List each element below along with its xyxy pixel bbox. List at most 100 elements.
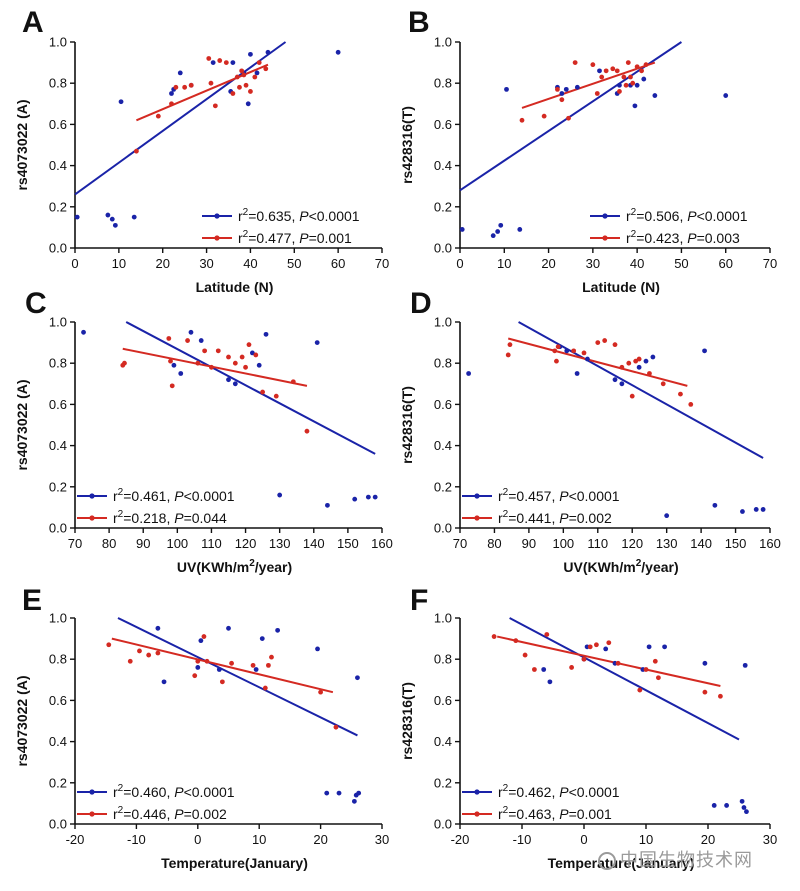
y-tick-label: 0.2 — [49, 479, 67, 494]
legend-entry-blue: r2=0.462, P<0.0001 — [498, 783, 620, 800]
x-tick-label: -20 — [66, 832, 85, 847]
data-point-red — [656, 675, 661, 681]
data-point-red — [581, 350, 587, 356]
x-axis-label-sup: 2 — [636, 558, 642, 569]
x-axis-label: Latitude (N) — [196, 279, 274, 295]
data-point-red — [571, 348, 577, 354]
y-tick-label: 0.8 — [434, 76, 452, 91]
chart-panel-F: F -20 -10 0 10 20 30 0.0 0.2 0.4 0.6 0.8 1.0 Temperat… — [399, 584, 777, 871]
x-tick-label: -20 — [451, 832, 470, 847]
data-point-red — [243, 364, 248, 370]
data-point-red — [532, 667, 537, 672]
y-axis-label: rs428316(T) — [399, 106, 415, 184]
y-tick-label: 0.4 — [434, 158, 452, 173]
y-tick-label: 0.0 — [434, 817, 452, 832]
data-point-blue — [216, 667, 222, 672]
x-tick-label: 10 — [497, 256, 511, 271]
data-point-blue — [178, 371, 184, 376]
data-point-blue — [336, 790, 342, 796]
x-tick-label: 150 — [725, 536, 747, 551]
data-point-blue — [711, 803, 717, 808]
y-tick-label: 1.0 — [434, 35, 452, 50]
legend-pvalue: =0.002 — [184, 806, 227, 822]
data-point-red — [614, 68, 620, 74]
x-tick-label: 160 — [759, 536, 781, 551]
data-point-blue — [232, 381, 238, 387]
wechat-icon — [598, 852, 616, 870]
data-point-red — [603, 68, 609, 74]
data-point-blue — [177, 70, 183, 76]
x-axis-label: Latitude (N) — [582, 279, 660, 295]
data-point-blue — [760, 507, 766, 512]
legend-sup: 2 — [118, 487, 124, 498]
x-tick-label: 20 — [541, 256, 555, 271]
panel-letter: D — [410, 287, 432, 320]
data-point-red — [688, 402, 694, 407]
fit-line-red — [136, 63, 269, 122]
watermark-text: 中国生物技术网 — [620, 850, 753, 871]
x-tick-label: 30 — [375, 832, 389, 847]
legend-marker-red — [474, 811, 480, 817]
data-point-blue — [169, 91, 174, 96]
legend-sup: 2 — [503, 783, 509, 794]
x-tick-label: 30 — [199, 256, 213, 271]
data-point-blue — [541, 667, 547, 672]
data-point-red — [256, 60, 262, 65]
data-point-blue — [256, 362, 262, 368]
legend-r: r — [498, 488, 503, 504]
data-point-red — [633, 358, 639, 364]
data-point-red — [173, 84, 179, 90]
legend-stat: =0.457, — [508, 488, 559, 504]
data-point-red — [636, 356, 642, 362]
data-point-red — [226, 354, 231, 360]
legend-pvalue: <0.0001 — [309, 208, 360, 224]
data-point-red — [581, 656, 587, 662]
data-point-blue — [495, 229, 501, 234]
panel-letter: B — [408, 6, 430, 39]
data-point-blue — [739, 798, 745, 804]
legend-p: P — [559, 510, 569, 526]
legend-p: P — [174, 784, 184, 800]
data-point-blue — [259, 636, 265, 641]
data-point-blue — [702, 348, 707, 354]
legend-pvalue: <0.0001 — [569, 784, 620, 800]
legend-stat: =0.460, — [123, 784, 174, 800]
data-point-red — [554, 358, 559, 364]
data-point-blue — [265, 49, 271, 55]
data-point-red — [626, 360, 632, 366]
data-point-blue — [171, 362, 177, 368]
data-point-red — [555, 86, 560, 92]
y-tick-label: 0.8 — [434, 356, 452, 371]
legend-r: r — [498, 784, 503, 800]
data-point-red — [239, 354, 245, 360]
legend-pvalue: =0.001 — [309, 230, 352, 246]
data-point-red — [232, 360, 238, 366]
data-point-blue — [753, 507, 759, 512]
data-point-red — [639, 68, 644, 74]
data-point-blue — [277, 492, 283, 498]
chart-panel-D: D 70 80 90 100 110 120 130 140 150 160 0.0 0.2 0.4 0.6… — [399, 287, 781, 575]
x-tick-label: 0 — [71, 256, 78, 271]
fit-line-blue — [125, 321, 376, 455]
data-point-blue — [498, 222, 504, 228]
data-point-blue — [563, 86, 569, 92]
data-point-red — [678, 391, 683, 397]
legend-pvalue: <0.0001 — [184, 784, 235, 800]
fit-line-blue — [74, 41, 287, 196]
data-point-red — [269, 654, 274, 660]
data-point-blue — [466, 371, 472, 376]
legend-pvalue: =0.001 — [569, 806, 612, 822]
legend-p: P — [559, 784, 569, 800]
y-tick-label: 0.6 — [434, 693, 452, 708]
legend-p: P — [687, 230, 697, 246]
data-point-red — [595, 340, 601, 345]
data-point-blue — [325, 502, 330, 508]
data-point-blue — [314, 340, 320, 345]
panel-letter: E — [22, 584, 42, 617]
legend-pvalue: <0.0001 — [697, 208, 748, 224]
panel-letter: F — [410, 584, 428, 617]
data-point-red — [201, 634, 207, 639]
data-point-blue — [118, 99, 124, 105]
data-point-red — [290, 379, 296, 385]
legend-sup: 2 — [503, 805, 509, 816]
